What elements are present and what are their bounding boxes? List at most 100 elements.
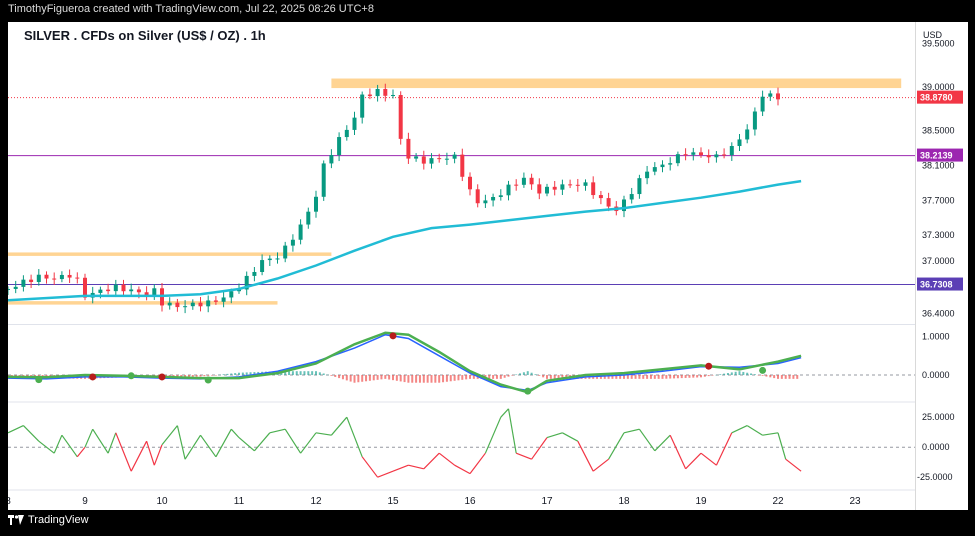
oscillator-segment	[92, 428, 109, 454]
candle-body	[629, 194, 634, 200]
candle-body	[483, 200, 488, 204]
macd-histogram-bar	[553, 375, 556, 379]
candle-body	[491, 197, 496, 201]
price-tick-label: 37.0000	[922, 256, 955, 266]
macd-histogram-bar	[511, 375, 514, 376]
macd-histogram-bar	[615, 375, 618, 379]
time-tick-label: 22	[772, 496, 784, 507]
oscillator-segment	[715, 432, 733, 466]
macd-histogram-bar	[442, 375, 445, 383]
footer-brand-label: TradingView	[28, 514, 89, 526]
candle-body	[283, 245, 288, 259]
macd-histogram-bar	[515, 374, 518, 376]
macd-histogram-bar	[661, 375, 664, 379]
macd-histogram-bar	[191, 375, 194, 377]
macd-histogram-bar	[777, 375, 779, 379]
oscillator-segment	[777, 432, 787, 460]
candle-body	[475, 189, 480, 204]
candle-body	[75, 277, 80, 279]
macd-cross-marker	[127, 372, 135, 380]
candle-body	[275, 258, 280, 260]
macd-histogram-bar	[392, 375, 394, 381]
chart-svg: 8 9 10 11 12 15 16 17 18 19 22 23	[5, 78, 915, 507]
oscillator-tick-label: 25.0000	[922, 412, 955, 422]
candle-body	[545, 186, 549, 194]
candle-body	[198, 302, 203, 307]
macd-histogram-bar	[757, 375, 760, 376]
price-axis[interactable]: USD 39.5000 39.0000 38.5000 38.1000 37.7000 3…	[915, 22, 968, 510]
candle-body	[722, 154, 727, 156]
candle-body	[321, 163, 326, 197]
macd-histogram-bar	[619, 375, 622, 379]
macd-cross-marker	[35, 376, 43, 384]
time-tick-label: 19	[695, 496, 707, 507]
candle-body	[729, 146, 734, 156]
oscillator-segment	[669, 434, 687, 470]
candle-body	[106, 289, 111, 292]
signal-line	[7, 331, 802, 394]
candle-body	[144, 292, 149, 296]
macd-histogram-bar	[222, 374, 225, 376]
oscillator-segment	[454, 464, 471, 475]
candle-body	[229, 291, 234, 298]
macd-histogram-bar	[649, 375, 652, 379]
macd-histogram-bar	[353, 375, 356, 383]
candle-body	[367, 94, 372, 97]
oscillator-segment	[438, 452, 455, 466]
candle-body	[468, 176, 472, 190]
macd-histogram-bar	[626, 375, 629, 379]
oscillator-segment	[176, 425, 186, 460]
candle-body	[344, 129, 349, 138]
candle-body	[252, 271, 257, 276]
candle-body	[706, 155, 711, 158]
candle-body	[260, 260, 265, 272]
macd-histogram-bar	[519, 373, 522, 376]
oscillator-segment	[392, 464, 409, 472]
oscillator-segment	[469, 452, 486, 474]
macd-histogram-bar	[407, 375, 410, 383]
candle-body	[429, 158, 434, 164]
candle-body	[591, 182, 596, 196]
macd-histogram-bar	[534, 374, 537, 376]
oscillator-segment	[130, 440, 148, 472]
macd-histogram-bar	[449, 375, 452, 382]
macd-histogram-bar	[187, 375, 190, 377]
oscillator-segment	[330, 416, 348, 436]
candle-body	[21, 279, 26, 287]
macd-histogram-bar	[538, 375, 541, 376]
oscillator-segment	[685, 452, 702, 470]
price-label-last	[917, 90, 963, 104]
oscillator-segment	[115, 432, 132, 472]
macd-histogram-bar	[399, 375, 402, 382]
macd-histogram-bar	[526, 371, 529, 376]
oscillator-segment	[38, 440, 55, 454]
macd-histogram-bar	[241, 372, 244, 376]
oscillator-segment	[577, 440, 594, 472]
oscillator-segment	[531, 437, 548, 460]
macd-histogram-bar	[326, 374, 329, 376]
resistance-zone-0	[331, 78, 902, 89]
macd-histogram-bar	[542, 375, 545, 378]
currency-label: USD	[923, 30, 943, 40]
candle-body	[498, 195, 503, 198]
oscillator-segment	[215, 428, 232, 458]
candle-body	[113, 284, 118, 292]
candle-body	[575, 184, 580, 186]
oscillator-segment	[76, 446, 86, 458]
oscillator-segment	[184, 434, 202, 460]
macd-histogram-bar	[295, 371, 298, 376]
candle-body	[337, 137, 342, 156]
macd-histogram-bar	[226, 373, 229, 376]
price-tick-label: 37.3000	[922, 230, 955, 240]
oscillator-segment	[500, 408, 509, 418]
oscillator-segment	[22, 425, 40, 442]
candle-body	[568, 184, 573, 186]
candle-body	[660, 164, 665, 168]
oscillator-segment	[84, 428, 94, 448]
macd-histogram-bar	[499, 375, 502, 379]
plot-area[interactable]: 8 9 10 11 12 15 16 17 18 19 22 23	[5, 22, 915, 510]
candle-body	[306, 211, 311, 225]
macd-histogram-bar	[457, 375, 460, 381]
candle-body	[506, 184, 511, 196]
candle-body	[652, 167, 657, 172]
